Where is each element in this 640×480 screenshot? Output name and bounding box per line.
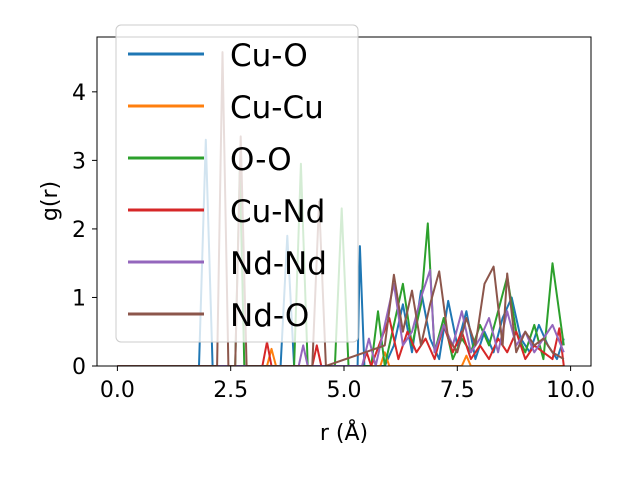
legend-label: Nd-Nd (230, 246, 327, 282)
x-axis: 0.0 2.5 5.0 7.5 10.0 (100, 366, 595, 403)
legend-label: Cu-Cu (230, 90, 324, 126)
x-tick-label: 0.0 (100, 378, 135, 403)
y-axis: 0 1 2 3 4 (72, 81, 97, 380)
x-tick-label: 5.0 (327, 378, 362, 403)
legend-label: Nd-O (230, 298, 309, 334)
y-tick-label: 1 (72, 286, 86, 311)
y-tick-label: 4 (72, 81, 86, 106)
x-tick-label: 7.5 (440, 378, 475, 403)
x-tick-label: 2.5 (213, 378, 248, 403)
series-line-cu-nd (117, 317, 565, 366)
legend-label: Cu-Nd (230, 194, 325, 230)
y-tick-label: 2 (72, 218, 86, 243)
legend-entries: Cu-O Cu-Cu O-O Cu-Nd Nd-Nd Nd-O (128, 38, 327, 334)
legend-label: Cu-O (230, 38, 308, 74)
series-line-cu-cu (117, 347, 564, 366)
legend: Cu-O Cu-Cu O-O Cu-Nd Nd-Nd Nd-O (115, 24, 359, 343)
x-tick-label: 10.0 (546, 378, 595, 403)
legend-label: O-O (230, 142, 292, 178)
y-axis-title: g(r) (38, 181, 63, 221)
y-tick-label: 3 (72, 149, 86, 174)
y-tick-label: 0 (72, 355, 86, 380)
x-axis-title: r (Å) (320, 419, 368, 446)
